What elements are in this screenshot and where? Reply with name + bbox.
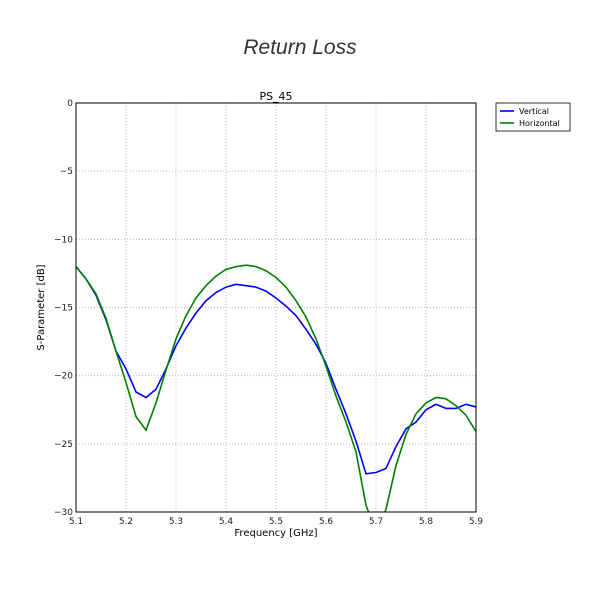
- page-title: Return Loss: [243, 36, 357, 59]
- y-tick-label: −25: [54, 440, 73, 450]
- legend-label-vertical: Vertical: [519, 107, 549, 116]
- x-tick-label: 5.3: [169, 517, 183, 527]
- x-tick-label: 5.1: [69, 517, 83, 527]
- x-tick-label: 5.8: [419, 517, 434, 527]
- chart-title: PS_45: [259, 90, 292, 103]
- y-tick-label: −15: [54, 304, 73, 314]
- x-tick-label: 5.6: [319, 517, 334, 527]
- y-tick-label: −10: [54, 235, 73, 245]
- legend: [495, 102, 571, 132]
- plot-frame: [75, 102, 477, 513]
- x-axis-label: Frequency [GHz]: [234, 528, 317, 539]
- series-line-horizontal: [76, 264, 476, 512]
- legend-label-horizontal: Horizontal: [519, 119, 560, 128]
- y-tick-label: 0: [67, 99, 73, 109]
- x-tick-label: 5.2: [119, 517, 133, 527]
- y-tick-label: −20: [54, 372, 73, 382]
- x-tick-label: 5.7: [369, 517, 383, 527]
- y-axis-label: S-Parameter [dB]: [36, 264, 47, 350]
- y-tick-label: −5: [60, 167, 73, 177]
- x-tick-label: 5.5: [269, 517, 283, 527]
- x-tick-label: 5.4: [219, 517, 234, 527]
- y-tick-label: −30: [54, 508, 73, 518]
- x-tick-label: 5.9: [469, 517, 484, 527]
